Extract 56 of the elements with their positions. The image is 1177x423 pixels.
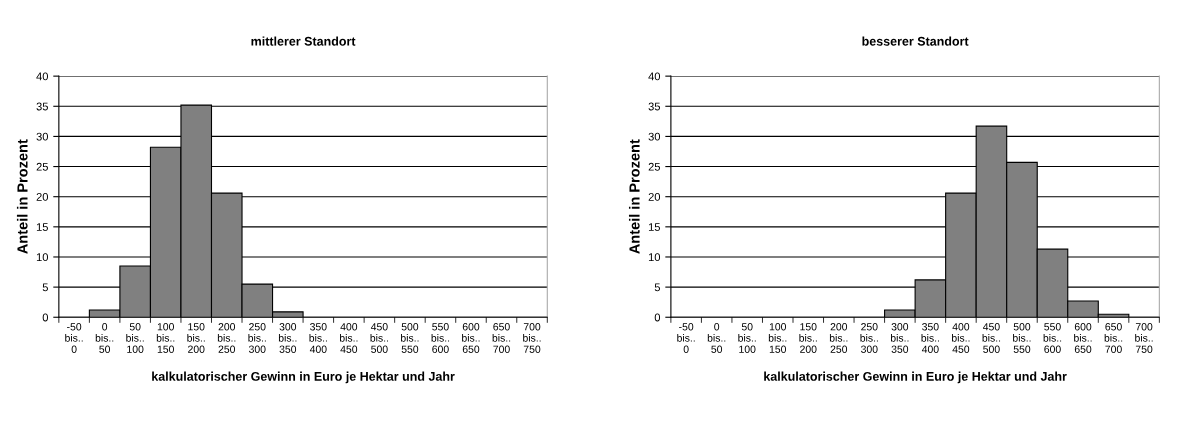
y-tick-label: 15 xyxy=(36,223,48,231)
y-tick-label: 25 xyxy=(648,162,661,171)
x-tick-label: 300 bis.. 350 xyxy=(278,323,297,353)
x-tick-label: 450 bis.. 500 xyxy=(370,323,388,353)
y-tick-label: 15 xyxy=(648,223,661,231)
x-tick-label: 600 bis.. 650 xyxy=(462,323,480,353)
y-axis-title: Anteil in Prozent xyxy=(628,139,640,254)
y-tick-label: 20 xyxy=(648,192,661,201)
x-axis-title: kalkulatorischer Gewinn in Euro je Hektar und Jahr xyxy=(152,371,455,384)
x-tick-label: 350 bis.. 400 xyxy=(309,323,327,353)
x-tick-label: 500 bis.. 550 xyxy=(401,323,419,353)
y-tick-label: 40 xyxy=(36,72,48,81)
x-tick-label: 350 bis.. 400 xyxy=(921,323,939,353)
x-tick-label: 200 bis.. 250 xyxy=(829,323,848,353)
x-axis-title: kalkulatorischer Gewinn in Euro je Hektar und Jahr xyxy=(764,371,1067,384)
y-tick-label: 40 xyxy=(648,72,661,81)
x-tick-label: 200 bis.. 250 xyxy=(217,323,236,353)
y-tick-label: 20 xyxy=(36,192,48,201)
x-tick-label: 650 bis.. 700 xyxy=(1104,323,1123,353)
x-tick-label: 0 bis.. 50 xyxy=(707,323,726,353)
x-tick-label: 250 bis.. 300 xyxy=(860,323,878,353)
x-tick-label: 600 bis.. 650 xyxy=(1074,323,1092,353)
x-tick-label: 700 bis.. 750 xyxy=(1135,323,1153,353)
x-tick-label: 300 bis.. 350 xyxy=(890,323,909,353)
x-tick-label: 500 bis.. 550 xyxy=(1013,323,1031,353)
y-tick-label: 30 xyxy=(36,132,48,141)
x-tick-label: 150 bis.. 200 xyxy=(187,323,205,353)
y-tick-label: 0 xyxy=(654,313,661,322)
x-tick-label: 100 bis.. 150 xyxy=(768,323,787,353)
y-tick-label: 25 xyxy=(36,162,48,171)
x-tick-label: 700 bis.. 750 xyxy=(523,323,541,353)
x-tick-label: -50 bis.. 0 xyxy=(677,323,695,353)
x-tick-label: 650 bis.. 700 xyxy=(492,323,511,353)
x-tick-label: 150 bis.. 200 xyxy=(799,323,817,353)
y-axis-title: Anteil in Prozent xyxy=(16,139,28,254)
y-tick-label: 10 xyxy=(648,253,661,262)
y-tick-label: 35 xyxy=(648,102,661,111)
y-tick-label: 5 xyxy=(42,283,48,292)
x-tick-label: 0 bis.. 50 xyxy=(95,323,114,353)
y-tick-label: 30 xyxy=(648,132,661,141)
x-tick-label: -50 bis.. 0 xyxy=(65,323,83,353)
x-tick-label: 100 bis.. 150 xyxy=(156,323,175,353)
x-tick-label: 50 bis.. 100 xyxy=(738,323,756,353)
y-tick-label: 10 xyxy=(36,253,48,262)
x-tick-label: 400 bis.. 450 xyxy=(952,323,970,353)
chart-title: besserer Standort xyxy=(862,36,969,46)
x-tick-label: 250 bis.. 300 xyxy=(248,323,266,353)
y-tick-label: 35 xyxy=(36,102,48,111)
x-tick-label: 50 bis.. 100 xyxy=(126,323,144,353)
chart-title: mittlerer Standort xyxy=(251,36,356,46)
x-tick-label: 400 bis.. 450 xyxy=(339,323,358,353)
x-tick-label: 550 bis.. 600 xyxy=(431,323,450,353)
y-tick-label: 0 xyxy=(42,313,48,322)
x-tick-label: 450 bis.. 500 xyxy=(982,323,1001,353)
x-tick-label: 550 bis.. 600 xyxy=(1043,323,1062,353)
y-tick-label: 5 xyxy=(654,283,661,292)
